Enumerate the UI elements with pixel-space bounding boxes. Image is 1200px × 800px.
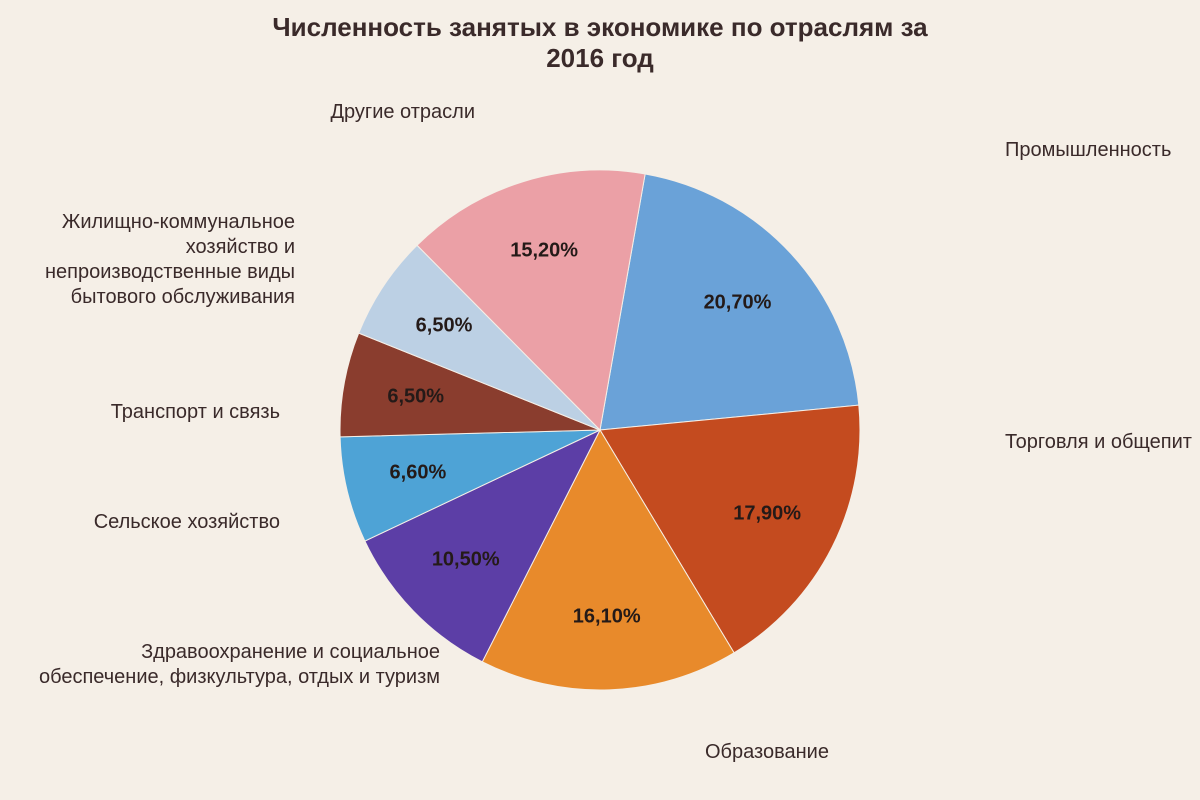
pie-svg <box>0 0 1200 800</box>
pie-holder: 20,70%Промышленность17,90%Торговля и общ… <box>0 0 1200 800</box>
pie-chart: Численность занятых в экономике по отрас… <box>0 0 1200 800</box>
